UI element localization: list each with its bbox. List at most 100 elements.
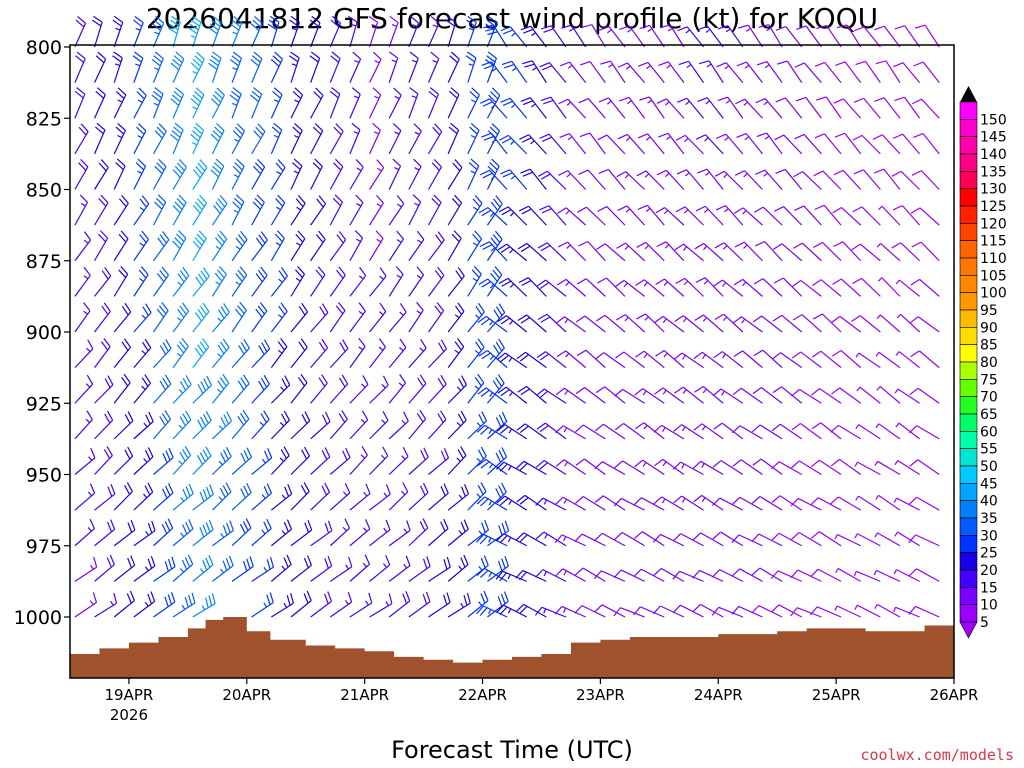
wind-barb xyxy=(793,242,822,262)
wind-barb xyxy=(713,351,744,369)
barb-flag xyxy=(358,337,366,347)
barb-half-flag xyxy=(491,67,497,72)
barb-half-flag xyxy=(682,317,687,323)
barb-flag xyxy=(874,25,885,31)
barb-half-flag xyxy=(683,280,689,286)
barb-half-flag xyxy=(277,314,283,319)
wind-barb xyxy=(388,158,402,190)
barb-flag xyxy=(697,168,708,174)
barb-flag xyxy=(574,567,584,576)
barb-flag xyxy=(342,450,348,461)
barb-half-flag xyxy=(181,604,186,610)
barb-half-flag xyxy=(764,135,770,140)
barb-flag xyxy=(372,122,381,131)
barb-flag xyxy=(280,449,287,459)
barb-flag xyxy=(498,134,509,141)
barb-flag xyxy=(913,61,924,67)
barb-flag xyxy=(485,27,496,32)
wind-barb xyxy=(711,606,744,618)
wind-barb xyxy=(854,604,881,618)
barb-flag xyxy=(594,532,603,541)
wind-barb xyxy=(556,350,587,369)
wind-barb xyxy=(636,313,665,333)
wind-barb xyxy=(94,338,111,368)
barb-half-flag xyxy=(385,601,389,606)
barb-flag xyxy=(448,126,458,135)
barb-shaft xyxy=(172,310,190,333)
wind-barb xyxy=(832,207,862,226)
wind-barb xyxy=(895,422,920,440)
x-tick-label: 22APR xyxy=(458,686,507,704)
wind-barb xyxy=(211,374,230,404)
barb-flag xyxy=(134,15,144,24)
wind-barb xyxy=(94,375,114,404)
barb-flag xyxy=(598,168,609,175)
wind-barb xyxy=(250,15,263,48)
barb-shaft xyxy=(152,130,167,155)
barb-shaft xyxy=(758,533,783,547)
barb-shaft xyxy=(290,420,311,440)
barb-flag xyxy=(209,59,219,67)
barb-flag xyxy=(242,521,249,531)
barb-flag xyxy=(594,495,604,503)
barb-flag xyxy=(814,133,825,139)
barb-flag xyxy=(101,305,109,315)
barb-half-flag xyxy=(544,533,548,539)
wind-barb xyxy=(653,567,685,582)
barb-flag xyxy=(232,87,242,95)
wind-barb xyxy=(483,24,508,48)
barb-half-flag xyxy=(625,136,631,142)
barb-flag xyxy=(210,169,219,178)
barb-flag xyxy=(893,62,904,68)
barb-half-flag xyxy=(722,282,727,287)
barb-shaft xyxy=(251,457,273,475)
x-tick-sublabel: 2026 xyxy=(110,706,148,724)
barb-flag xyxy=(93,15,103,23)
wind-barb xyxy=(270,338,288,368)
barb-half-flag xyxy=(85,418,91,423)
barb-flag xyxy=(463,519,469,530)
wind-barb xyxy=(467,373,485,404)
barb-flag xyxy=(435,234,443,244)
wind-barb xyxy=(894,25,921,48)
wind-barb xyxy=(152,302,169,333)
x-tick-label: 23APR xyxy=(576,686,625,704)
wind-barb xyxy=(853,570,881,582)
barb-half-flag xyxy=(478,601,483,607)
barb-flag xyxy=(253,15,263,24)
barb-shaft xyxy=(509,97,528,119)
barb-shaft xyxy=(212,420,232,440)
barb-flag xyxy=(79,194,88,203)
barb-flag xyxy=(518,205,529,212)
credit-text: coolwx.com/models xyxy=(860,746,1014,764)
barb-half-flag xyxy=(510,140,515,146)
barb-half-flag xyxy=(114,63,121,67)
barb-flag xyxy=(144,485,151,496)
barb-half-flag xyxy=(87,527,92,532)
barb-shaft xyxy=(679,570,704,582)
barb-flag xyxy=(200,416,207,427)
barb-shaft xyxy=(876,603,901,618)
barb-half-flag xyxy=(895,279,900,285)
barb-shaft xyxy=(270,275,288,297)
plot-area xyxy=(69,15,955,679)
barb-shaft xyxy=(172,454,192,475)
barb-flag xyxy=(339,342,346,352)
barb-flag xyxy=(214,91,223,100)
wind-barb xyxy=(693,423,724,440)
barb-shaft xyxy=(820,279,842,297)
barb-shaft xyxy=(764,241,783,262)
barb-flag xyxy=(502,100,513,106)
wind-barb xyxy=(811,350,842,369)
barb-flag xyxy=(751,567,761,576)
barb-shaft xyxy=(192,167,208,190)
wind-barb xyxy=(349,446,368,475)
barb-flag xyxy=(504,555,509,567)
barb-flag xyxy=(471,269,480,278)
barb-shaft xyxy=(152,166,167,190)
wind-barb xyxy=(152,194,167,226)
wind-barb xyxy=(712,531,744,547)
barb-flag xyxy=(117,122,126,131)
barb-flag xyxy=(215,237,223,247)
barb-half-flag xyxy=(291,27,298,31)
